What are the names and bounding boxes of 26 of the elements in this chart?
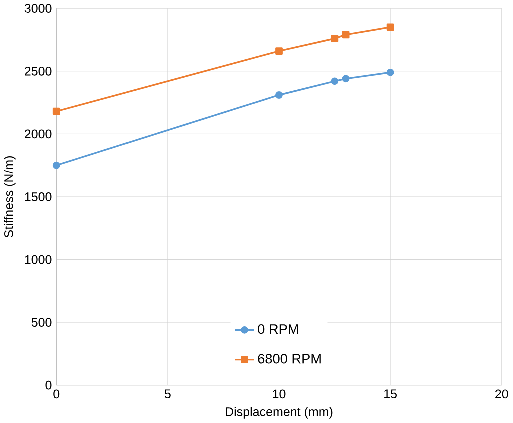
- y-tick-label: 500: [32, 318, 52, 327]
- x-tick-label: 5: [164, 390, 171, 398]
- point: [276, 92, 283, 99]
- point: [342, 75, 350, 83]
- y-tick-label: 1500: [25, 192, 52, 202]
- legend-label: 0 RPM: [258, 324, 298, 334]
- x-tick-label: 10: [273, 390, 286, 399]
- legend-label: 6800 RPM: [258, 354, 321, 364]
- x-tick-label: 20: [496, 390, 508, 399]
- x-tick-label: 15: [384, 390, 397, 398]
- point: [342, 31, 350, 39]
- point: [52, 162, 60, 170]
- point: [276, 48, 283, 55]
- x-axis-title: Displacement (mm): [226, 407, 333, 419]
- y-axis-title: Stiffness (N/m): [4, 156, 16, 238]
- point: [386, 68, 394, 76]
- point: [52, 108, 60, 116]
- point: [331, 35, 339, 42]
- point: [386, 24, 394, 32]
- x-tick-label: 0: [54, 390, 60, 399]
- y-tick-label: 3000: [24, 4, 52, 14]
- y-tick-label: 1000: [25, 255, 52, 264]
- y-tick-label: 0: [46, 380, 52, 390]
- point: [331, 78, 339, 86]
- y-tick-label: 2000: [25, 130, 52, 139]
- y-tick-label: 2500: [25, 66, 52, 76]
